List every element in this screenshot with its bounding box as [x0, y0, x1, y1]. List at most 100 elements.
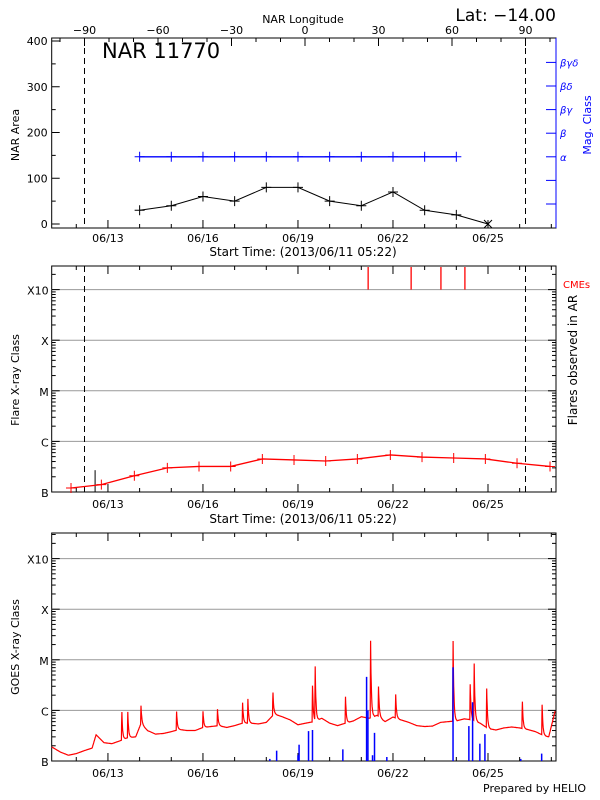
flare-flux-line	[70, 454, 551, 489]
nar-area-point	[229, 196, 240, 207]
flare-flux-point	[448, 452, 459, 463]
y-tick-label: 400	[27, 35, 48, 48]
nar-area-point	[387, 186, 398, 197]
flare-flux-point	[320, 455, 331, 466]
mag-class-point	[166, 151, 177, 162]
flare-flux-point	[194, 461, 205, 472]
mag-class-tick-label: βγδ	[559, 58, 578, 69]
y-tick-label: X	[41, 335, 49, 348]
y-tick-label: 300	[27, 81, 48, 94]
flare-flux-point	[162, 462, 173, 473]
latitude-label: Lat: −14.00	[455, 6, 556, 26]
y-tick-label: 200	[27, 127, 48, 140]
flare-flux-point	[545, 461, 556, 472]
x-tick-label: 06/13	[92, 232, 124, 245]
x-tick-label: 06/25	[472, 232, 504, 245]
longitude-tick-label: 0	[302, 24, 309, 37]
x-tick-label: 06/19	[282, 498, 314, 511]
nar-area-point	[166, 200, 177, 211]
flare-class-axis-label: Flare X-ray Class	[9, 334, 22, 426]
plot-layer: 0 100 200 300 400 −90 −60 −30 0 30 60 90 06/13 06/16 0…	[27, 24, 579, 780]
mag-class-point	[197, 151, 208, 162]
longitude-tick-label: −90	[73, 24, 96, 37]
nar-area-point	[197, 191, 208, 202]
flare-flux-point	[352, 453, 363, 464]
longitude-tick-label: 60	[445, 24, 459, 37]
x-tick-label: 06/16	[187, 498, 219, 511]
nar-area-point	[292, 182, 303, 193]
y-tick-label: X10	[27, 285, 49, 298]
longitude-tick-label: 90	[519, 24, 533, 37]
nar-area-axis-label: NAR Area	[9, 109, 22, 161]
flare-flux-point	[417, 452, 428, 463]
x-tick-label: 06/16	[187, 232, 219, 245]
x-tick-label: 06/25	[472, 767, 504, 780]
mag-class-tick-label: βγ	[559, 106, 573, 117]
mag-class-point	[229, 151, 240, 162]
panel2-xlabel: Start Time: (2013/06/11 05:22)	[209, 512, 396, 526]
mag-class-point	[419, 151, 430, 162]
mag-class-point	[356, 151, 367, 162]
nar-area-point	[324, 196, 335, 207]
y-tick-label: X	[41, 604, 49, 617]
longitude-tick-label: −30	[220, 24, 243, 37]
x-tick-label: 06/22	[377, 767, 409, 780]
flare-flux-point	[480, 453, 491, 464]
flare-flux-point	[257, 453, 268, 464]
longitude-tick-label: 30	[372, 24, 386, 37]
flare-flux-point	[129, 470, 140, 481]
y-tick-label: X10	[27, 554, 49, 567]
cme-label: CMEs	[563, 280, 590, 291]
flare-flux-point	[289, 454, 300, 465]
plot-frame	[51, 37, 557, 229]
nar-area-point	[419, 205, 430, 216]
mag-class-point	[451, 151, 462, 162]
mag-class-tick-label: α	[560, 153, 567, 164]
y-tick-label: C	[41, 705, 49, 718]
region-title: NAR 11770	[102, 39, 220, 63]
mag-class-point	[292, 151, 303, 162]
mag-class-tick-label: β	[559, 129, 567, 140]
y-tick-label: M	[39, 655, 49, 668]
plot-frame	[51, 265, 557, 493]
x-tick-label: 06/19	[282, 767, 314, 780]
x-tick-label: 06/16	[187, 767, 219, 780]
flare-flux-point	[385, 449, 396, 460]
y-tick-label: B	[41, 756, 49, 769]
x-tick-label: 06/13	[92, 767, 124, 780]
mag-class-point	[324, 151, 335, 162]
y-tick-label: B	[41, 487, 49, 500]
mag-class-point	[387, 151, 398, 162]
nar-area-line	[139, 186, 489, 225]
x-tick-label: 06/25	[472, 498, 504, 511]
nar-area-point	[134, 205, 145, 216]
nar-area-point	[261, 182, 272, 193]
longitude-tick-label: −60	[146, 24, 169, 37]
nar-area-point	[483, 219, 493, 229]
goes-class-axis-label: GOES X-ray Class	[9, 599, 22, 695]
y-tick-label: M	[39, 386, 49, 399]
top-axis-title: NAR Longitude	[262, 13, 344, 26]
goes-flux-line	[51, 640, 556, 756]
y-tick-label: C	[41, 436, 49, 449]
x-tick-label: 06/22	[377, 498, 409, 511]
credit-label: Prepared by HELIO	[483, 782, 586, 795]
mag-class-tick-label: βδ	[559, 82, 573, 93]
flare-flux-point	[66, 482, 77, 493]
nar-area-point	[356, 200, 367, 211]
x-tick-label: 06/19	[282, 232, 314, 245]
flare-flux-point	[512, 458, 523, 469]
y-tick-label: 100	[27, 172, 48, 185]
panel1-xlabel: Start Time: (2013/06/11 05:22)	[209, 245, 396, 259]
x-tick-label: 06/22	[377, 232, 409, 245]
flares-observed-axis-label: Flares observed in AR	[566, 295, 580, 425]
y-tick-label: 0	[41, 218, 48, 231]
mag-class-point	[134, 151, 145, 162]
mag-class-point	[261, 151, 272, 162]
mag-class-axis-label: Mag. Class	[581, 95, 594, 154]
flare-flux-point	[225, 461, 236, 472]
nar-area-point	[451, 209, 462, 220]
flare-flux-point	[96, 479, 107, 490]
